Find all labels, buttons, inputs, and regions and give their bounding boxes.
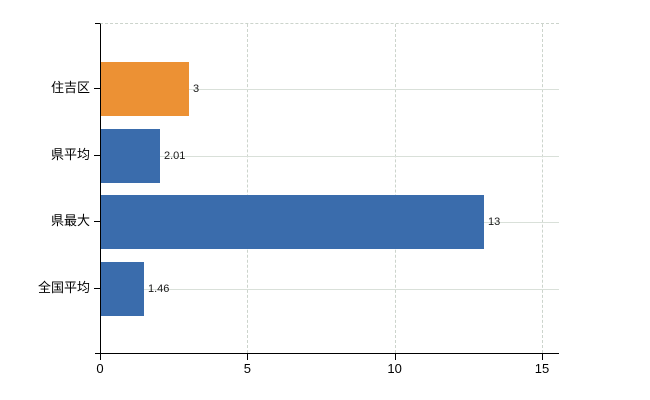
bar-value-label-0: 3 [193,83,200,95]
bar-0[interactable] [101,62,189,116]
y-axis-tick-1 [94,154,100,156]
bar-value-label-3: 1.46 [148,283,170,296]
x-axis-tick-label-0: 0 [96,361,104,376]
x-axis-left-overhang [95,353,100,354]
horizontal-gridline-3 [101,289,559,291]
y-axis-tick-2 [94,221,100,223]
category-label-2: 県最大 [50,213,90,229]
bar-2[interactable] [101,195,484,250]
bar-1[interactable] [101,128,160,183]
y-axis-tick-0 [94,88,100,89]
x-axis-tick-15 [542,354,543,360]
y-axis-tick-3 [94,288,100,290]
category-label-0: 住吉区 [50,80,90,95]
y-axis-top-tick [95,23,100,24]
x-axis-zero-tick [100,354,101,360]
x-axis-tick-label-15: 15 [534,361,550,376]
plot-area: 3 2.01 13 1.46 [100,23,559,354]
horizontal-gridline-1 [101,155,559,157]
category-label-1: 県平均 [50,146,90,162]
vertical-gridline-10 [394,24,396,353]
vertical-gridline-15 [542,24,543,353]
x-axis-tick-label-10: 10 [387,361,402,376]
bar-3[interactable] [101,262,144,317]
category-label-3: 全国平均 [37,280,90,296]
x-axis-tick-label-5: 5 [243,361,251,376]
bar-value-label-1: 2.01 [164,149,186,162]
vertical-gridline-5 [247,24,249,353]
x-axis-tick-5 [247,354,249,360]
horizontal-gridline-0 [101,89,559,90]
bar-value-label-2: 13 [488,216,501,229]
x-axis-tick-10 [394,354,396,360]
